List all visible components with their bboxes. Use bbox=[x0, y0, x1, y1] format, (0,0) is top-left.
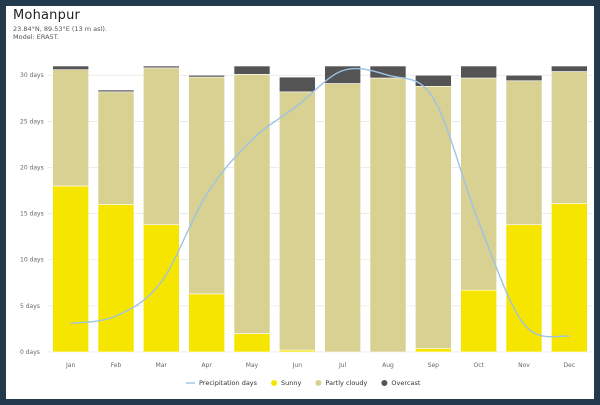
location-title: Mohanpur bbox=[13, 8, 81, 23]
bar-overcast bbox=[188, 74, 225, 78]
y-tick-label: 15 days bbox=[20, 211, 44, 218]
bar-partly-cloudy bbox=[97, 91, 135, 205]
legend-label-sunny: Sunny bbox=[281, 379, 301, 387]
x-tick-label: Nov bbox=[518, 362, 530, 369]
y-axis-labels: 0 days 5 days 10 days 15 days 20 days 25 days… bbox=[20, 72, 44, 356]
precipitation-line bbox=[70, 67, 570, 338]
legend-swatch-partly-cloudy bbox=[315, 380, 322, 386]
bar-sunny bbox=[505, 224, 543, 353]
bar-overcast bbox=[460, 65, 497, 79]
y-tick-label: 0 days bbox=[20, 349, 40, 356]
location-coords: 23.84°N, 89.53°E (13 m asl). bbox=[13, 25, 107, 33]
x-tick-label: Jun bbox=[292, 362, 303, 369]
bar-partly-cloudy bbox=[188, 76, 225, 295]
legend-swatch-sunny bbox=[271, 380, 278, 386]
x-tick-label: Sep bbox=[428, 362, 440, 369]
bar-overcast bbox=[233, 65, 271, 75]
x-axis-labels: Jan Feb Mar Apr May Jun Jul Aug Sep Oct Nov Dec bbox=[65, 362, 575, 369]
bar-overcast bbox=[505, 74, 543, 82]
bar-partly-cloudy bbox=[233, 74, 271, 334]
y-tick-label: 10 days bbox=[20, 257, 44, 264]
bar-partly-cloudy bbox=[279, 91, 316, 351]
bar-sunny bbox=[551, 203, 588, 353]
x-tick-label: Jan bbox=[65, 362, 75, 369]
y-tick-label: 5 days bbox=[20, 303, 40, 310]
bar-partly-cloudy bbox=[551, 71, 588, 204]
model-label: Model: ERA5T. bbox=[13, 33, 59, 41]
y-tick-label: 25 days bbox=[20, 118, 44, 125]
bar-sunny bbox=[415, 348, 452, 353]
legend-label-overcast: Overcast bbox=[391, 379, 420, 387]
x-tick-label: May bbox=[246, 362, 259, 369]
bar-overcast bbox=[143, 65, 180, 69]
bar-overcast bbox=[52, 65, 89, 70]
bar-partly-cloudy bbox=[324, 83, 361, 353]
bar-overcast bbox=[369, 65, 407, 79]
bar-partly-cloudy bbox=[143, 67, 180, 225]
bar-overcast bbox=[279, 76, 316, 93]
legend-label-precipitation-days: Precipitation days bbox=[199, 379, 258, 387]
bar-partly-cloudy bbox=[505, 80, 543, 225]
bar-sunny bbox=[97, 204, 135, 353]
bar-sunny bbox=[188, 293, 225, 353]
bar-overcast bbox=[324, 65, 361, 84]
legend: Precipitation days Sunny Partly cloudy Over… bbox=[186, 379, 421, 387]
bar-overcast bbox=[551, 65, 588, 72]
bar-partly-cloudy bbox=[415, 85, 452, 349]
x-tick-label: Oct bbox=[473, 362, 484, 369]
x-tick-label: Apr bbox=[201, 362, 212, 369]
precipitation-line-group bbox=[70, 67, 570, 338]
bar-sunny bbox=[52, 185, 89, 353]
bars bbox=[52, 65, 588, 353]
bar-partly-cloudy bbox=[369, 77, 407, 353]
bar-partly-cloudy bbox=[460, 77, 497, 291]
bar-sunny bbox=[143, 224, 180, 353]
bar-sunny bbox=[460, 289, 497, 353]
x-tick-label: Mar bbox=[156, 362, 168, 369]
x-tick-label: Feb bbox=[111, 362, 122, 369]
legend-swatch-overcast bbox=[381, 380, 388, 386]
y-tick-label: 30 days bbox=[20, 72, 44, 79]
x-tick-label: Dec bbox=[564, 362, 576, 369]
x-tick-label: Jul bbox=[338, 362, 347, 369]
bar-sunny bbox=[233, 333, 271, 353]
x-tick-label: Aug bbox=[382, 362, 394, 369]
grid-lines bbox=[48, 74, 592, 353]
bar-partly-cloudy bbox=[52, 69, 89, 187]
y-tick-label: 20 days bbox=[20, 164, 44, 171]
bar-overcast bbox=[97, 89, 135, 93]
legend-label-partly-cloudy: Partly cloudy bbox=[325, 379, 367, 387]
